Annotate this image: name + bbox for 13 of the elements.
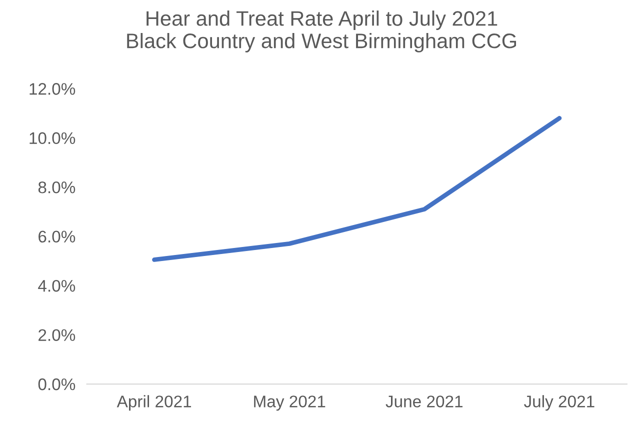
x-tick-label: April 2021	[116, 395, 192, 411]
y-tick-label: 6.0%	[38, 230, 76, 243]
y-tick-label: 2.0%	[38, 329, 76, 341]
line-series	[152, 116, 562, 262]
chart-title: Hear and Treat Rate April to July 2021 Black Country and West Birmingham CCG	[127, 10, 516, 52]
y-tick-label: 4.0%	[38, 280, 76, 292]
y-tick-label: 10.0%	[30, 132, 76, 144]
y-tick-label: 0.0%	[38, 378, 76, 390]
y-tick-label: 12.0%	[30, 83, 76, 95]
x-tick-label: July 2021	[524, 395, 594, 411]
x-tick-label: May 2021	[254, 396, 326, 411]
y-tick-label: 8.0%	[38, 181, 76, 194]
x-tick-label: June 2021	[386, 396, 462, 408]
